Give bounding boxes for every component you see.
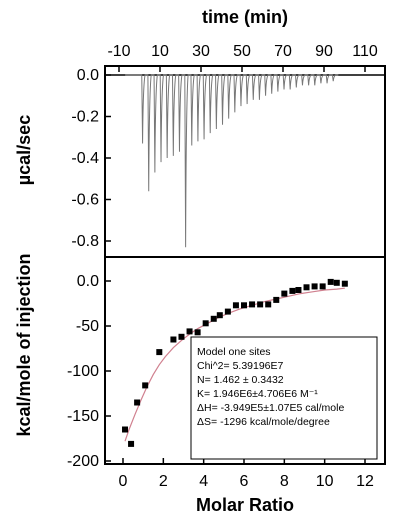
data-point — [327, 278, 334, 285]
data-point — [319, 283, 326, 290]
data-point — [170, 336, 177, 343]
data-point — [257, 301, 264, 308]
data-point — [156, 349, 163, 356]
data-point — [241, 302, 247, 309]
data-point — [202, 320, 209, 327]
data-points — [122, 278, 348, 447]
data-point — [333, 279, 340, 286]
data-point — [295, 287, 302, 293]
data-point — [232, 302, 239, 309]
top-y-tick-label: -0.6 — [71, 192, 99, 209]
fit-model-line: Model one sites — [197, 346, 271, 358]
bottom-y-axis-title: kcal/mole of injection — [14, 253, 34, 436]
bottom-y-tick-label: -200 — [67, 453, 99, 470]
top-x-tick-label: 90 — [315, 43, 333, 60]
fit-k-line: K= 1.946E6±4.706E6 M⁻¹ — [197, 388, 318, 400]
bottom-y-tick-label: -150 — [67, 408, 99, 425]
top-y-axis-title: µcal/sec — [14, 115, 34, 185]
bottom-x-axis-title: Molar Ratio — [196, 495, 294, 515]
fit-results-frame — [190, 336, 378, 460]
data-point — [186, 328, 193, 335]
data-point — [341, 280, 348, 287]
data-point — [289, 287, 296, 294]
top-y-tick-label: -0.8 — [71, 233, 99, 250]
bottom-plot-frame — [104, 256, 386, 465]
top-x-tick-label: 50 — [233, 43, 251, 60]
data-point — [216, 312, 223, 319]
top-x-tick-label: 30 — [192, 43, 210, 60]
data-point — [128, 440, 135, 447]
data-point — [265, 301, 272, 308]
fit-n-line: N= 1.462 ± 0.3432 — [197, 374, 284, 386]
bottom-x-tick-label: 4 — [199, 473, 208, 490]
bottom-x-tick-label: 8 — [280, 473, 289, 490]
bottom-x-tick-label: 0 — [119, 473, 128, 490]
data-point — [311, 283, 318, 290]
bottom-panel: 0 2 4 6 8 10 12 0.0 -50 -100 -150 -200 Model one si… — [14, 253, 386, 515]
bottom-y-tick-label: -50 — [76, 318, 99, 335]
data-point — [194, 329, 201, 336]
top-x-tick-label: 70 — [274, 43, 292, 60]
top-y-tick-label: -0.4 — [71, 150, 99, 167]
fit-results-box: Model one sites Chi^2= 5.39196E7 N= 1.46… — [190, 336, 378, 460]
data-point — [303, 284, 310, 291]
bottom-x-tick-label: 2 — [159, 473, 168, 490]
top-tick-labels: -10 10 30 50 70 90 110 0.0 -0.2 -0.4 -0.6 -0.8 — [71, 43, 377, 250]
data-point — [142, 382, 149, 389]
data-point — [281, 290, 288, 297]
bottom-x-tick-label: 6 — [240, 473, 249, 490]
data-point — [210, 315, 217, 322]
data-point — [122, 426, 129, 433]
top-y-tick-label: -0.2 — [71, 109, 99, 126]
top-x-axis-title: time (min) — [202, 7, 288, 27]
data-point — [249, 301, 256, 308]
bottom-x-tick-label: 10 — [316, 473, 334, 490]
top-x-tick-label: -10 — [107, 43, 130, 60]
data-point — [273, 296, 280, 303]
top-ticks — [105, 66, 366, 242]
fit-chi2-line: Chi^2= 5.39196E7 — [197, 360, 284, 372]
top-x-tick-label: 10 — [151, 43, 169, 60]
data-point — [224, 308, 231, 315]
bottom-y-tick-label: -100 — [67, 363, 99, 380]
top-plot-frame — [104, 65, 386, 258]
fit-dh-line: ΔH= -3.949E5±1.07E5 cal/mole — [197, 402, 344, 414]
thermogram-trace — [125, 74, 339, 248]
fit-ds-line: ΔS= -1296 kcal/mole/degree — [197, 416, 330, 428]
bottom-x-tick-label: 12 — [356, 473, 374, 490]
data-point — [178, 333, 185, 340]
top-panel: -10 10 30 50 70 90 110 0.0 -0.2 -0.4 -0.6 -0.8 time… — [14, 7, 386, 258]
bottom-tick-labels: 0 2 4 6 8 10 12 0.0 -50 -100 -150 -200 — [67, 273, 374, 490]
bottom-y-tick-label: 0.0 — [77, 273, 99, 290]
data-point — [134, 399, 141, 406]
top-y-tick-label: 0.0 — [77, 67, 99, 84]
top-x-tick-label: 110 — [352, 43, 378, 60]
